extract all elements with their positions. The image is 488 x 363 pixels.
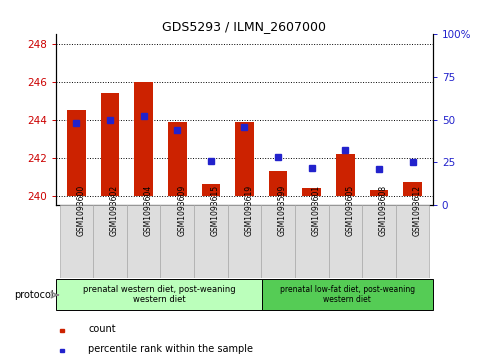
Text: percentile rank within the sample: percentile rank within the sample bbox=[88, 344, 253, 354]
Text: GSM1093604: GSM1093604 bbox=[143, 184, 152, 236]
Bar bbox=[268, 171, 287, 196]
Bar bbox=[369, 190, 387, 196]
Bar bbox=[134, 82, 153, 196]
FancyBboxPatch shape bbox=[227, 205, 261, 278]
Text: prenatal low-fat diet, post-weaning
western diet: prenatal low-fat diet, post-weaning west… bbox=[279, 285, 414, 304]
FancyBboxPatch shape bbox=[194, 205, 227, 278]
Bar bbox=[235, 122, 253, 196]
FancyBboxPatch shape bbox=[60, 205, 93, 278]
FancyBboxPatch shape bbox=[126, 205, 160, 278]
FancyBboxPatch shape bbox=[261, 205, 294, 278]
Bar bbox=[60, 349, 64, 352]
FancyBboxPatch shape bbox=[261, 280, 432, 310]
Text: GSM1093600: GSM1093600 bbox=[76, 184, 85, 236]
FancyBboxPatch shape bbox=[395, 205, 428, 278]
Bar bbox=[67, 110, 85, 196]
Text: count: count bbox=[88, 324, 116, 334]
FancyBboxPatch shape bbox=[56, 280, 261, 310]
Text: GSM1093599: GSM1093599 bbox=[278, 184, 286, 236]
Text: GSM1093609: GSM1093609 bbox=[177, 184, 186, 236]
Bar bbox=[201, 184, 220, 196]
Text: GSM1093602: GSM1093602 bbox=[110, 185, 119, 236]
Bar bbox=[403, 182, 421, 196]
Text: GSM1093612: GSM1093612 bbox=[412, 185, 421, 236]
Bar bbox=[168, 122, 186, 196]
Bar bbox=[335, 154, 354, 196]
FancyBboxPatch shape bbox=[328, 205, 362, 278]
Text: GSM1093608: GSM1093608 bbox=[378, 185, 387, 236]
Text: GSM1093619: GSM1093619 bbox=[244, 185, 253, 236]
Bar bbox=[101, 93, 119, 196]
FancyBboxPatch shape bbox=[362, 205, 395, 278]
FancyBboxPatch shape bbox=[93, 205, 126, 278]
Text: prenatal western diet, post-weaning
western diet: prenatal western diet, post-weaning west… bbox=[82, 285, 235, 304]
Text: GSM1093601: GSM1093601 bbox=[311, 185, 320, 236]
FancyBboxPatch shape bbox=[160, 205, 194, 278]
Text: protocol: protocol bbox=[14, 290, 54, 300]
Text: GSM1093615: GSM1093615 bbox=[210, 185, 220, 236]
Text: GSM1093605: GSM1093605 bbox=[345, 184, 354, 236]
Title: GDS5293 / ILMN_2607000: GDS5293 / ILMN_2607000 bbox=[162, 20, 326, 33]
FancyBboxPatch shape bbox=[294, 205, 328, 278]
Bar bbox=[302, 188, 320, 196]
Bar bbox=[60, 329, 64, 332]
